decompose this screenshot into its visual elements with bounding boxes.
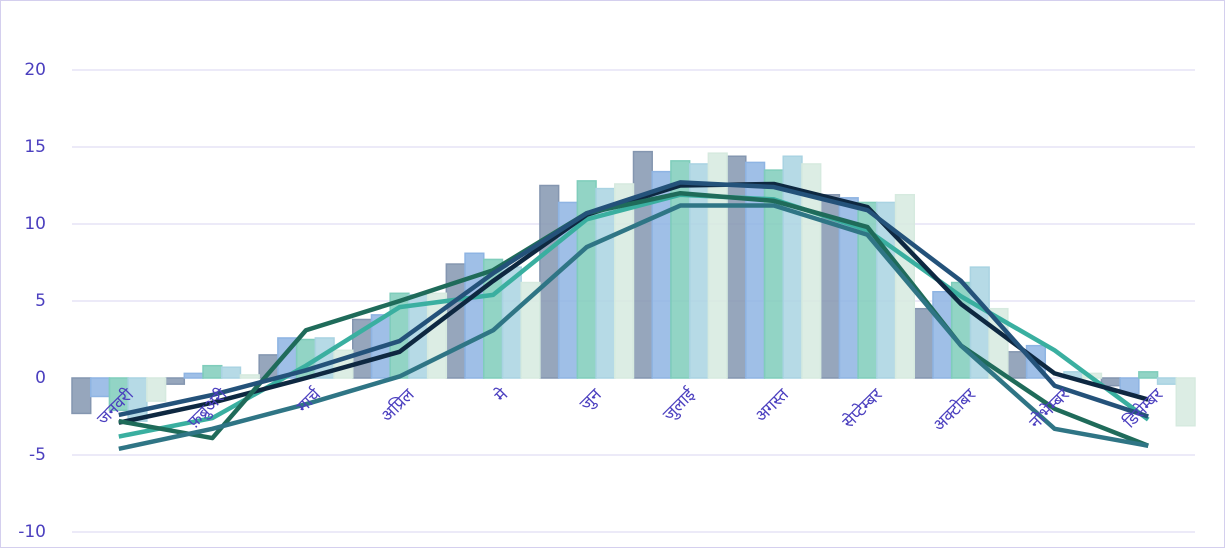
bar [913,307,934,379]
bar [707,152,728,379]
line-series [118,203,1149,452]
y-tick-label: 15 [24,137,46,157]
bar [632,150,653,379]
bar [1156,377,1178,385]
bar [726,155,747,379]
bar [1175,377,1196,427]
bar [426,292,448,379]
bar [1138,371,1159,379]
y-tick-label: 0 [35,368,46,388]
bar [220,366,242,379]
y-tick-label: -10 [18,522,46,542]
bar [164,377,186,385]
y-tick-label: 20 [24,60,46,80]
bar [183,372,204,379]
bar [71,377,92,415]
bar [1007,351,1028,379]
bar [520,281,541,379]
bar [146,377,167,402]
bar [89,377,111,398]
line-series [118,180,1149,419]
line-series [118,190,1150,448]
y-tick-label: 5 [35,291,46,311]
bar [932,291,953,379]
bar [745,161,766,379]
y-tick-label: -5 [29,445,46,465]
bar [239,374,260,379]
bar [202,364,223,379]
y-tick-label: 10 [24,214,46,234]
